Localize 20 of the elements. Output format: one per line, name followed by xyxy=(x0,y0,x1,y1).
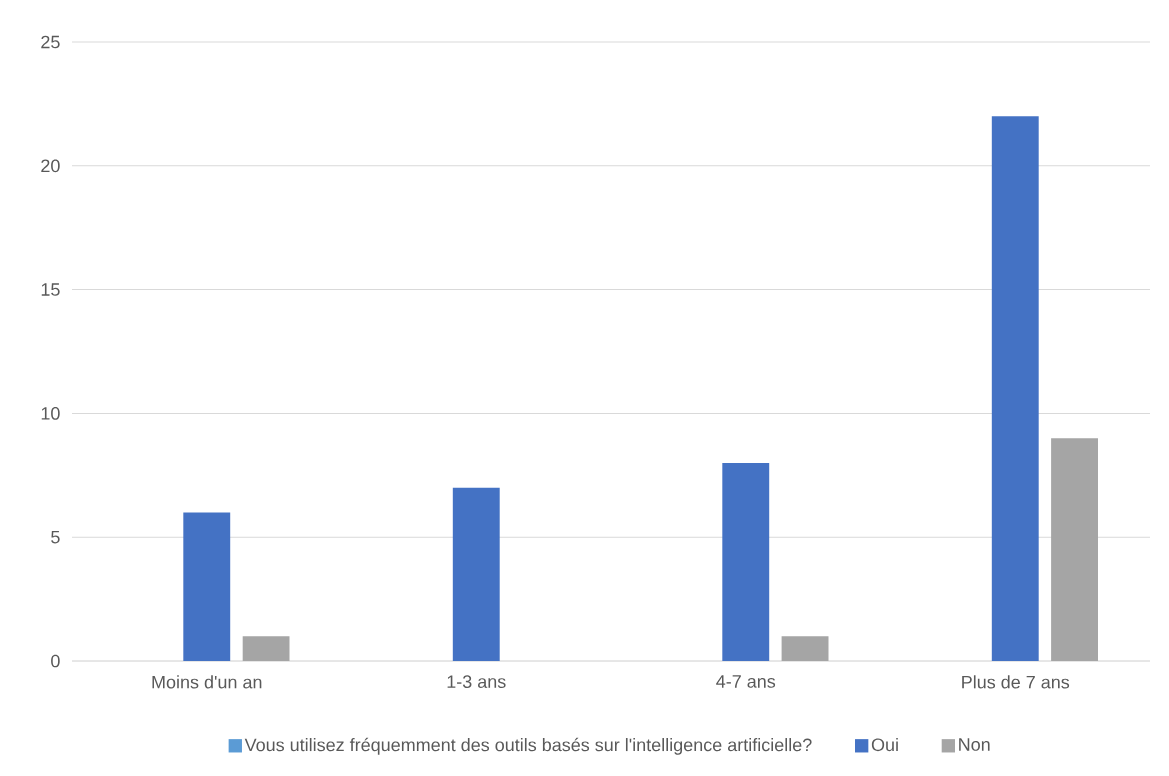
x-tick-label: Plus de 7 ans xyxy=(962,675,1070,689)
legend-label: Oui xyxy=(871,737,898,752)
y-tick-label: 20 xyxy=(41,159,60,173)
legend-label: Vous utilisez fréquemment des outils basés sur l'intelligence artificielle? xyxy=(244,737,812,755)
bar xyxy=(242,636,290,661)
bar xyxy=(781,636,829,661)
x-tick-label: Moins d'un an xyxy=(152,675,262,689)
y-tick-label: 5 xyxy=(51,530,60,544)
bar xyxy=(183,512,231,661)
y-tick-label: 25 xyxy=(41,35,60,49)
legend-label: Non xyxy=(959,738,990,751)
x-tick-label: 1-3 ans xyxy=(447,675,506,688)
bar xyxy=(991,116,1039,661)
x-tick-label: 4-7 ans xyxy=(716,675,776,688)
y-tick-label: 10 xyxy=(41,407,60,420)
bar xyxy=(722,462,770,661)
y-tick-label: 0 xyxy=(51,654,60,668)
bar xyxy=(1051,438,1098,661)
y-tick-label: 15 xyxy=(41,283,60,296)
bar xyxy=(452,487,500,661)
